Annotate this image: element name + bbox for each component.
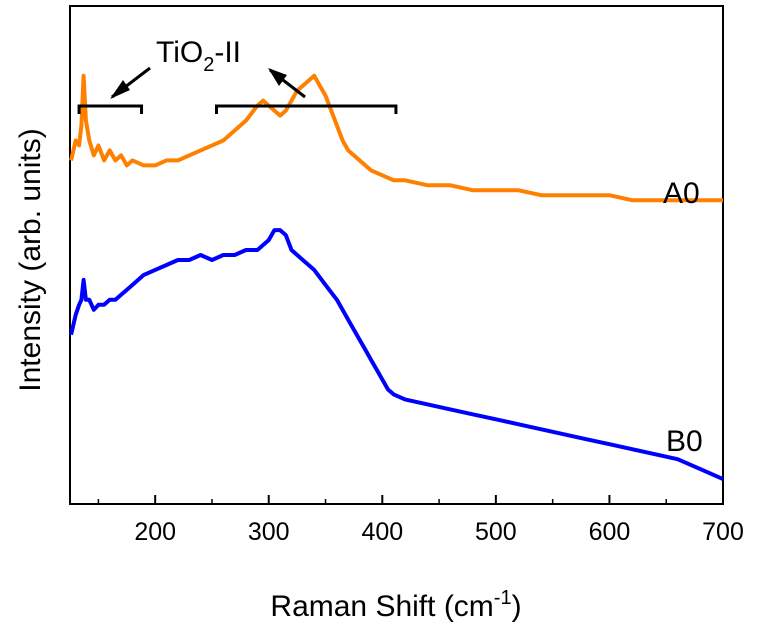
series-label-b0: B0 (666, 425, 703, 458)
x-tick-label: 700 (702, 518, 744, 546)
plot-area: 200 300 400 500 600 700 (69, 5, 744, 546)
annotation-arrowhead-right (268, 68, 287, 86)
x-tick-label: 500 (475, 518, 517, 546)
annotation-arrowhead-left (110, 80, 130, 99)
annotation-bracket-2 (214, 104, 398, 114)
annotation-brackets (77, 104, 398, 114)
series-line-b0 (69, 228, 724, 481)
series-layer (69, 73, 724, 481)
series-line-a0 (69, 73, 723, 203)
plot-frame (69, 5, 724, 505)
x-tick-label: 600 (589, 518, 631, 546)
y-axis-title: Intensity (arb. units) (14, 128, 47, 391)
annotation-bracket-1 (77, 104, 144, 114)
x-axis-title: Raman Shift (cm-1) (270, 587, 521, 623)
x-axis-title-end: ) (512, 590, 522, 623)
annotation-text-end: -II (214, 36, 241, 69)
annotation-arrows (110, 66, 306, 99)
annotation-label: TiO2-II (156, 36, 241, 76)
x-tick-label: 400 (361, 518, 403, 546)
x-axis-title-sup: -1 (494, 587, 512, 609)
x-tick-label: 200 (134, 518, 176, 546)
annotation-text-main: TiO (156, 36, 203, 69)
x-axis-title-main: Raman Shift (cm (270, 590, 493, 623)
annotation-text-sub: 2 (203, 54, 214, 76)
series-label-a0: A0 (663, 177, 700, 210)
x-tick-label: 300 (248, 518, 290, 546)
x-axis-ticks: 200 300 400 500 600 700 (97, 495, 744, 546)
